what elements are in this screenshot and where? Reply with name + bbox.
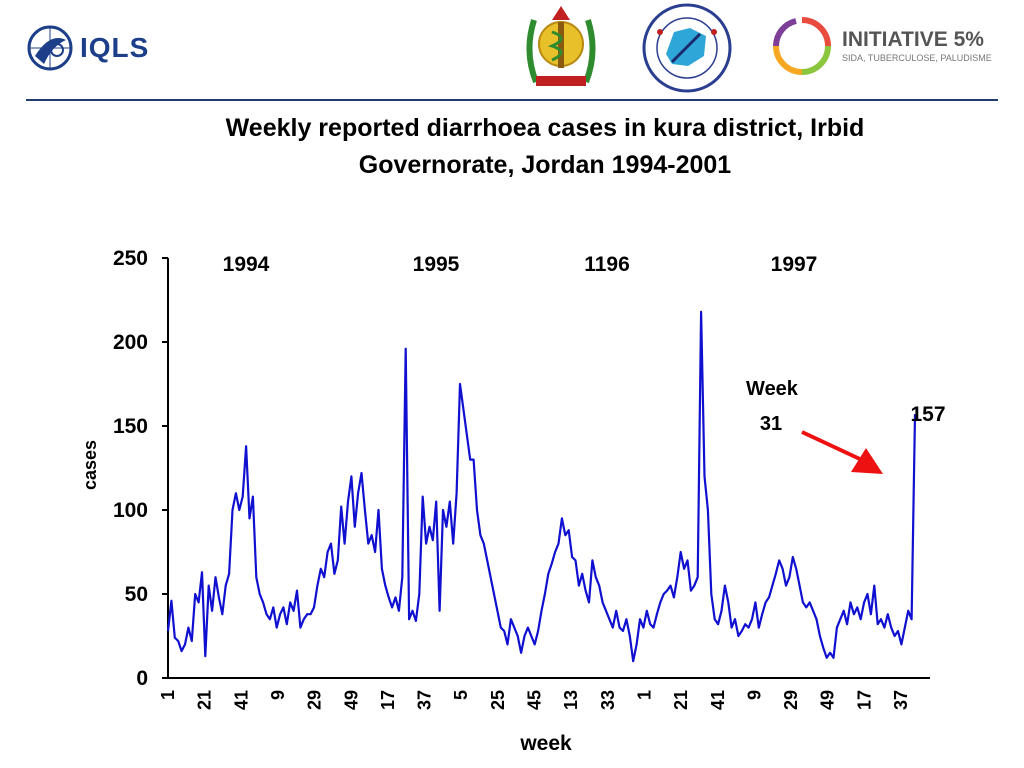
annotation-arrow-head <box>851 448 883 474</box>
y-tick-labels: 250 200 150 100 50 0 <box>113 247 168 690</box>
initiative-title: INITIATIVE 5% <box>842 28 984 51</box>
x-tick-label: 29 <box>305 690 325 710</box>
cnm-seal-icon <box>642 3 732 93</box>
year-label: 1994 <box>223 253 270 276</box>
chart-title: Weekly reported diarrhoea cases in kura … <box>225 114 865 179</box>
x-tick-label: 1 <box>634 690 654 700</box>
x-tick-label: 29 <box>781 690 801 710</box>
x-tick-label: 1 <box>158 690 178 700</box>
iqls-globe-icon <box>27 25 73 71</box>
x-tick-label: 13 <box>561 690 581 710</box>
y-tick-label: 250 <box>113 247 148 270</box>
axis-labels: week cases <box>80 440 572 755</box>
initiative-subtitle: SIDA, TUBERCULOSE, PALUDISME <box>842 53 992 63</box>
x-tick-labels: 1 21 41 9 29 49 17 37 5 25 45 13 33 1 21 41 9 29 49 17 37 <box>158 690 911 710</box>
header: IQLS INITIATIVE 5% SID <box>0 0 1024 100</box>
x-tick-label: 33 <box>598 690 618 710</box>
x-tick-label: 25 <box>488 690 508 710</box>
y-tick-label: 150 <box>113 415 148 438</box>
ministry-emblem-icon <box>526 6 596 86</box>
annotation-group: Week 31 157 <box>746 378 946 474</box>
y-axis-label: cases <box>80 440 100 490</box>
x-tick-label: 37 <box>415 690 435 710</box>
year-label: 1995 <box>413 253 460 276</box>
x-tick-label: 41 <box>708 690 728 710</box>
cnm-round-logo <box>640 2 734 94</box>
annotation-week-label: Week <box>746 378 799 400</box>
x-tick-label: 21 <box>671 690 691 710</box>
x-tick-label: 17 <box>854 690 874 710</box>
series-line <box>166 310 917 663</box>
chart-axes <box>167 258 930 679</box>
iqls-logo-text: IQLS <box>80 32 150 63</box>
x-tick-label: 45 <box>525 690 545 710</box>
y-tick-label: 100 <box>113 499 148 522</box>
x-tick-label: 49 <box>818 690 838 710</box>
year-labels: 1994 1995 1196 1997 <box>223 253 818 276</box>
x-tick-label: 37 <box>891 690 911 710</box>
ministry-emblem-logo <box>522 2 600 94</box>
x-tick-label: 21 <box>195 690 215 710</box>
initiative-ring-icon <box>773 17 831 75</box>
x-tick-label: 17 <box>378 690 398 710</box>
iqls-logo: IQLS <box>26 24 156 76</box>
y-tick-label: 50 <box>125 583 148 606</box>
x-axis-label: week <box>519 732 572 755</box>
annotation-week-number: 31 <box>760 413 782 435</box>
series-group <box>166 310 917 663</box>
x-tick-label: 9 <box>268 690 288 700</box>
y-tick-label: 0 <box>136 667 148 690</box>
annotation-arrow-shaft <box>801 430 863 462</box>
header-divider <box>26 99 998 101</box>
x-tick-label: 41 <box>231 690 251 710</box>
y-tick-label: 200 <box>113 331 148 354</box>
x-tick-label: 5 <box>451 690 471 700</box>
year-label: 1196 <box>584 253 630 276</box>
x-tick-label: 49 <box>341 690 361 710</box>
initiative-5-logo: INITIATIVE 5% SIDA, TUBERCULOSE, PALUDIS… <box>770 14 1010 78</box>
year-label: 1997 <box>771 253 818 276</box>
annotation-value-label: 157 <box>910 403 945 426</box>
x-tick-label: 9 <box>744 690 764 700</box>
